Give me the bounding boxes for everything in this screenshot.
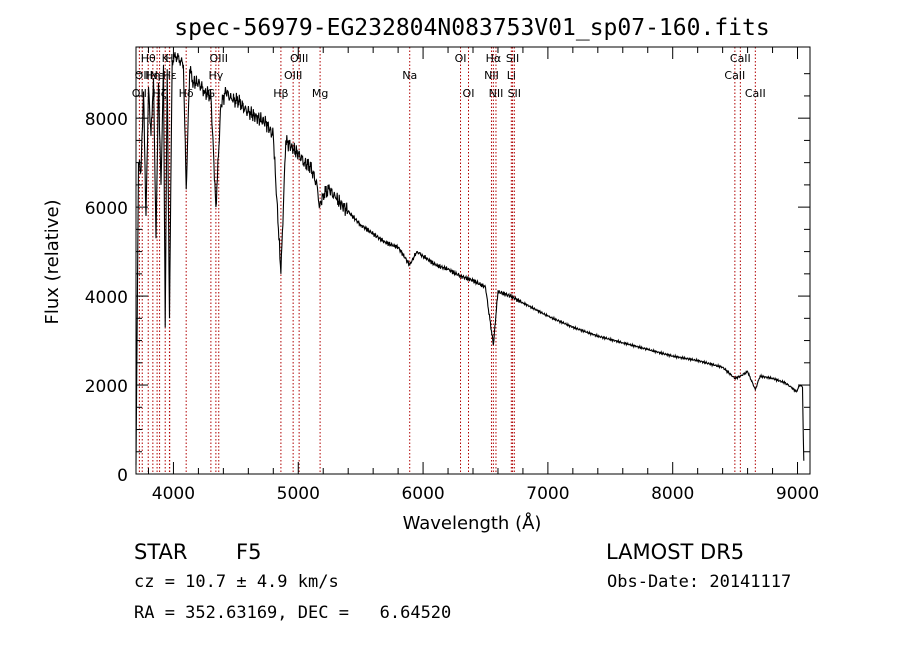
marker-label-5: Hζ: [152, 87, 166, 100]
marker-label-18: OI: [455, 52, 467, 65]
marker-label-27: CaII: [730, 52, 751, 65]
redshift-value: cz = 10.7 ± 4.9 km/s: [134, 572, 339, 592]
marker-label-23: Li: [507, 69, 516, 82]
survey-name: LAMOST DR5: [606, 540, 745, 564]
observation-date: Obs-Date: 20141117: [607, 572, 792, 592]
marker-label-19: OI: [463, 87, 475, 100]
marker-label-2: Hθ: [141, 52, 156, 65]
x-tick-label-3: 7000: [526, 484, 569, 504]
marker-label-20: NII: [484, 69, 499, 82]
sky-coordinates: RA = 352.63169, DEC = 6.64520: [134, 603, 452, 623]
chart-title: spec-56979-EG232804N083753V01_sp07-160.f…: [174, 15, 769, 41]
x-tick-label-0: 4000: [152, 484, 195, 504]
marker-label-16: Mg: [312, 87, 328, 100]
y-tick-label-0: 0: [117, 466, 128, 486]
x-tick-label-5: 9000: [776, 484, 819, 504]
marker-label-8: Hε: [163, 69, 177, 82]
y-axis-ticks: 0 2000 4000 6000 8000: [85, 73, 810, 486]
marker-label-15: OIII: [290, 52, 308, 65]
marker-label-3: Hη: [145, 69, 160, 82]
x-axis-label: Wavelength (Å): [403, 512, 542, 534]
marker-label-13: Hβ: [273, 87, 288, 100]
y-tick-label-4: 8000: [85, 110, 128, 130]
marker-label-9: Hδ: [179, 87, 194, 100]
spectral-subclass: F5: [236, 540, 262, 564]
marker-label-12: OIII: [210, 52, 228, 65]
spectrum-line: [135, 52, 805, 466]
marker-label-22: NII: [489, 87, 504, 100]
x-tick-label-1: 5000: [277, 484, 320, 504]
marker-label-7: H: [165, 52, 173, 65]
y-tick-label-2: 4000: [85, 288, 128, 308]
x-tick-label-4: 8000: [651, 484, 694, 504]
marker-label-6: K: [162, 52, 170, 65]
marker-label-28: CaII: [745, 87, 766, 100]
marker-label-14: OIII: [284, 69, 302, 82]
marker-label-26: CaII: [724, 69, 745, 82]
marker-label-17: Na: [402, 69, 417, 82]
marker-label-21: Hα: [486, 52, 502, 65]
marker-label-11: Hγ: [208, 69, 223, 82]
y-tick-label-1: 2000: [85, 377, 128, 397]
spectral-line-markers: [138, 47, 756, 474]
x-axis-ticks: 4000 5000 6000 7000 8000 9000: [147, 47, 819, 504]
marker-label-24: SII: [506, 52, 519, 65]
y-tick-label-3: 6000: [85, 199, 128, 219]
marker-label-25: SII: [508, 87, 521, 100]
y-axis-label: Flux (relative): [42, 199, 63, 324]
marker-label-1: OII: [135, 69, 150, 82]
x-tick-label-2: 6000: [401, 484, 444, 504]
object-class: STAR: [134, 540, 188, 564]
marker-label-0: OII: [132, 87, 147, 100]
plot-frame: [135, 46, 811, 475]
